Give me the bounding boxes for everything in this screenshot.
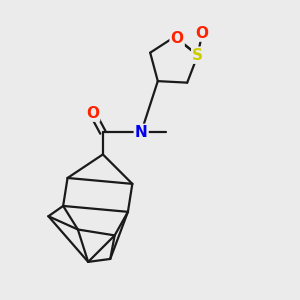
Text: O: O	[86, 106, 99, 121]
Text: O: O	[196, 26, 208, 40]
Text: S: S	[192, 48, 203, 63]
Text: N: N	[135, 125, 148, 140]
Text: O: O	[171, 32, 184, 46]
